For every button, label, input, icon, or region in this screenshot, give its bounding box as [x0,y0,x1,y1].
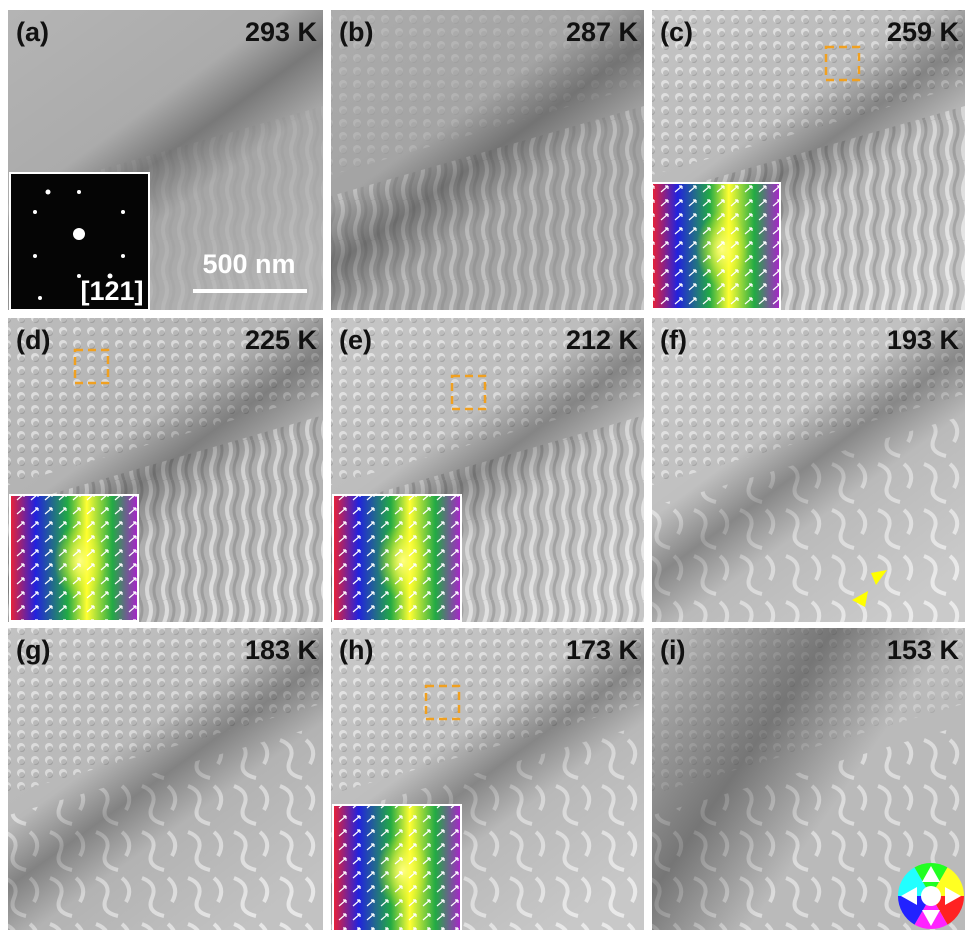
panel-image [8,628,323,930]
panel-label: (d) [16,325,50,355]
diffraction-spot [46,190,51,195]
color-wheel-center [921,886,941,906]
panel-label: (h) [339,635,373,665]
zone-axis-label: [121] [80,276,143,306]
magnetization-arrows [10,495,138,621]
diffraction-spot [121,254,125,258]
panel: (f) 193 K [652,318,965,622]
temperature-label: 153 K [887,635,960,665]
temperature-label: 183 K [245,635,318,665]
panel-image [331,10,644,310]
scale-bar-label: 500 nm [202,249,295,279]
diffraction-spot [121,210,125,214]
panel: (h) 173 K [331,628,644,930]
diffraction-spot [33,210,37,214]
temperature-label: 212 K [566,325,639,355]
magnetization-arrows [333,805,461,930]
panel-label: (c) [660,17,693,47]
panel-label: (b) [339,17,373,47]
temperature-label: 193 K [887,325,960,355]
diffraction-spot [33,254,37,258]
panel: (e) 212 K [331,318,644,622]
panel: (d) 225 K [8,318,323,622]
diffraction-spot [77,190,81,194]
panel: (g) 183 K [8,628,323,930]
dark-band [331,10,644,310]
temperature-label: 293 K [245,17,318,47]
dark-band [8,628,323,930]
dark-band [652,318,965,622]
diffraction-spot [38,296,42,300]
magnetization-arrows [652,183,780,309]
panel-label: (g) [16,635,50,665]
temperature-label: 287 K [566,17,639,47]
panel: (b) 287 K [331,10,644,310]
figure: (a) 293 K (b) 287 K (c) 259 K (d) 225 K (e) 212 K… [0,0,965,930]
temperature-label: 259 K [887,17,960,47]
scale-bar [193,289,307,293]
panel-label: (i) [660,635,685,665]
panel: (c) 259 K [652,10,965,310]
panel-image [652,318,965,622]
panel-label: (f) [660,325,687,355]
panel-label: (a) [16,17,49,47]
temperature-label: 225 K [245,325,318,355]
diffraction-spot [73,228,85,240]
temperature-label: 173 K [566,635,639,665]
panel-label: (e) [339,325,372,355]
magnetization-arrows [333,495,461,621]
